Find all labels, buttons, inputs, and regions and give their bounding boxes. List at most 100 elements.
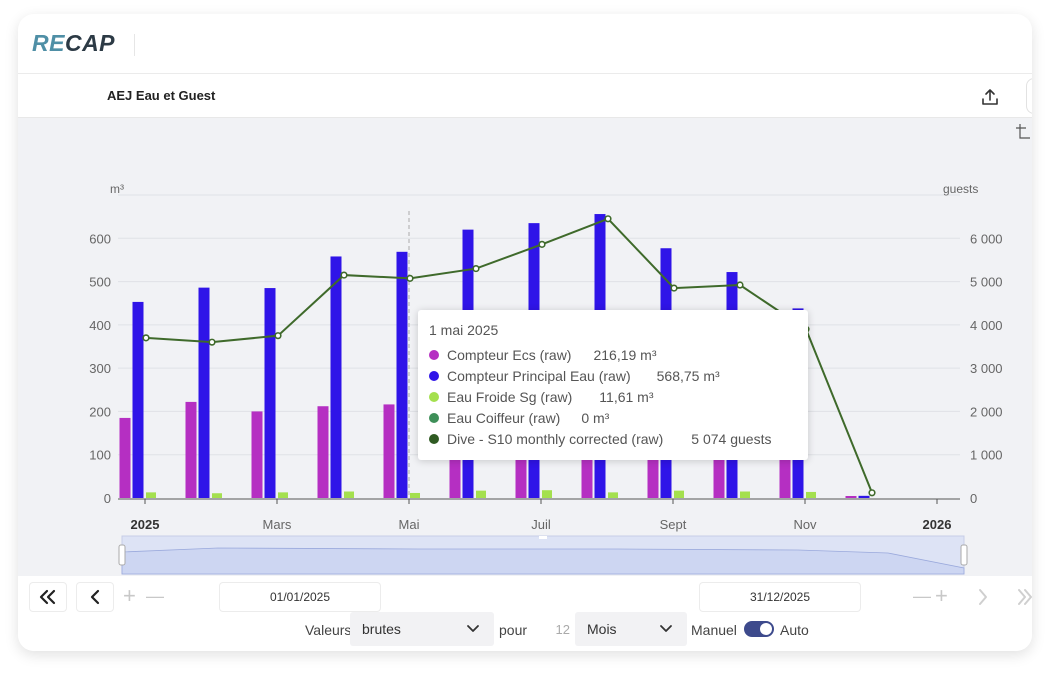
left-tick-label: 500 xyxy=(89,275,111,290)
bar xyxy=(212,493,222,498)
bar xyxy=(740,491,750,498)
recap-logo[interactable]: RECAP xyxy=(32,30,115,57)
valeurs-select[interactable]: brutes xyxy=(350,612,494,646)
manuel-label: Manuel xyxy=(691,622,737,638)
right-tick-label: 6 000 xyxy=(970,231,1003,246)
period-select-value: Mois xyxy=(587,621,617,637)
end-date-input[interactable] xyxy=(699,582,861,612)
left-axis-unit: m³ xyxy=(110,182,124,196)
axis-layer: m³ guests 0 100 200 300 400 500 600 0 1 000 2 000 3 … xyxy=(89,182,1002,532)
guests-point xyxy=(736,281,744,289)
zoom-reset-icon[interactable] xyxy=(1016,124,1030,139)
chevron-left-icon xyxy=(90,589,100,605)
guests-line xyxy=(145,217,873,494)
count-input[interactable]: 12 xyxy=(555,622,570,637)
period-select[interactable]: Mois xyxy=(575,612,687,646)
zoom-out-left-button[interactable]: — xyxy=(146,586,164,606)
guests-point xyxy=(406,274,414,282)
upload-icon xyxy=(982,89,998,105)
left-tick-label: 100 xyxy=(89,448,111,463)
bar xyxy=(845,496,857,498)
data-zoom-slider[interactable] xyxy=(118,535,968,575)
right-tick-label: 0 xyxy=(970,491,977,506)
bar xyxy=(251,411,263,498)
chevron-right-icon xyxy=(979,589,987,605)
x-tick-label: Sept xyxy=(660,517,687,532)
tooltip-series-name: Eau Froide Sg (raw) xyxy=(447,388,573,405)
bar xyxy=(146,492,156,498)
tooltip-series-name: Dive - S10 monthly corrected (raw) xyxy=(447,430,664,447)
page-title: AEJ Eau et Guest xyxy=(107,88,216,103)
chevron-down-icon xyxy=(660,625,672,632)
bar xyxy=(542,490,552,498)
valeurs-label: Valeurs xyxy=(305,622,352,638)
x-tick-label: 2025 xyxy=(131,517,160,532)
zoom-in-right-button[interactable]: + xyxy=(935,583,948,608)
tooltip-series-value: 0 m³ xyxy=(581,409,610,426)
app-card: RECAP AEJ Eau et Guest m³ guests 0 100 200 30… xyxy=(18,14,1032,651)
bar xyxy=(317,406,329,498)
bar xyxy=(330,256,342,498)
start-date-input[interactable] xyxy=(219,582,381,612)
zoom-out-right-button[interactable]: — xyxy=(913,586,931,606)
legend-dot-icon xyxy=(429,391,439,402)
side-panel-edge[interactable] xyxy=(1026,78,1032,114)
right-tick-label: 4 000 xyxy=(970,318,1003,333)
bar xyxy=(396,251,408,498)
tooltip-series-name: Eau Coiffeur (raw) xyxy=(447,409,561,426)
right-tick-label: 5 000 xyxy=(970,275,1003,290)
slider-top-grip[interactable] xyxy=(539,536,547,539)
bar xyxy=(132,301,144,498)
pour-label: pour xyxy=(499,622,528,638)
controls-bar: + — — + Valeurs brutes pour 12 Mois xyxy=(18,576,1032,651)
header-separator xyxy=(18,73,1032,74)
tooltip-series-value: 5 074 guests xyxy=(691,430,772,447)
left-tick-label: 0 xyxy=(104,491,111,506)
tooltip-series-name: Compteur Ecs (raw) xyxy=(447,346,572,363)
tooltip-series-name: Compteur Principal Eau (raw) xyxy=(447,367,631,384)
bar xyxy=(344,491,354,498)
double-chevron-left-icon xyxy=(39,589,56,605)
previous-button[interactable] xyxy=(76,582,114,612)
bar xyxy=(806,491,816,498)
first-page-button[interactable] xyxy=(29,582,67,612)
chart-tooltip: 1 mai 2025 Compteur Ecs (raw) 216,19 m³ … xyxy=(418,310,808,460)
right-tick-label: 1 000 xyxy=(970,448,1003,463)
bar xyxy=(779,428,791,498)
left-tick-label: 400 xyxy=(89,318,111,333)
tooltip-date: 1 mai 2025 xyxy=(429,322,499,338)
logo-divider xyxy=(134,34,135,56)
manual-auto-toggle[interactable] xyxy=(744,621,774,637)
toggle-knob xyxy=(760,623,772,635)
bar xyxy=(198,287,210,498)
guests-point xyxy=(208,338,216,346)
x-tick-label: Juil xyxy=(531,517,551,532)
tooltip-series-value: 216,19 m³ xyxy=(593,346,657,363)
slider-handle-right[interactable] xyxy=(960,544,968,566)
slider-preview xyxy=(121,547,965,575)
logo-cap: CAP xyxy=(64,30,116,56)
right-axis-unit: guests xyxy=(943,182,978,196)
bar xyxy=(410,492,420,498)
legend-dot-icon xyxy=(429,412,439,423)
guests-point xyxy=(604,215,612,223)
x-tick-label: Nov xyxy=(793,517,817,532)
valeurs-select-value: brutes xyxy=(362,621,401,637)
zoom-in-left-button[interactable]: + xyxy=(123,583,136,608)
guests-point xyxy=(670,284,678,292)
last-page-button[interactable] xyxy=(1016,588,1032,611)
left-tick-label: 300 xyxy=(89,361,111,376)
guests-point xyxy=(868,489,876,497)
bar xyxy=(383,404,395,498)
tooltip-row: Eau Coiffeur (raw) 0 m³ xyxy=(429,407,797,428)
slider-handle-left[interactable] xyxy=(118,544,126,566)
logo-re: RE xyxy=(32,30,65,56)
next-button[interactable] xyxy=(976,588,990,611)
tooltip-row: Eau Froide Sg (raw) 11,61 m³ xyxy=(429,386,797,407)
x-tick-label: Mai xyxy=(399,517,420,532)
left-tick-label: 600 xyxy=(89,231,111,246)
export-button[interactable] xyxy=(976,83,1004,111)
title-bar: AEJ Eau et Guest xyxy=(18,74,1032,118)
double-chevron-right-icon xyxy=(1018,589,1032,605)
guests-point xyxy=(472,264,480,273)
